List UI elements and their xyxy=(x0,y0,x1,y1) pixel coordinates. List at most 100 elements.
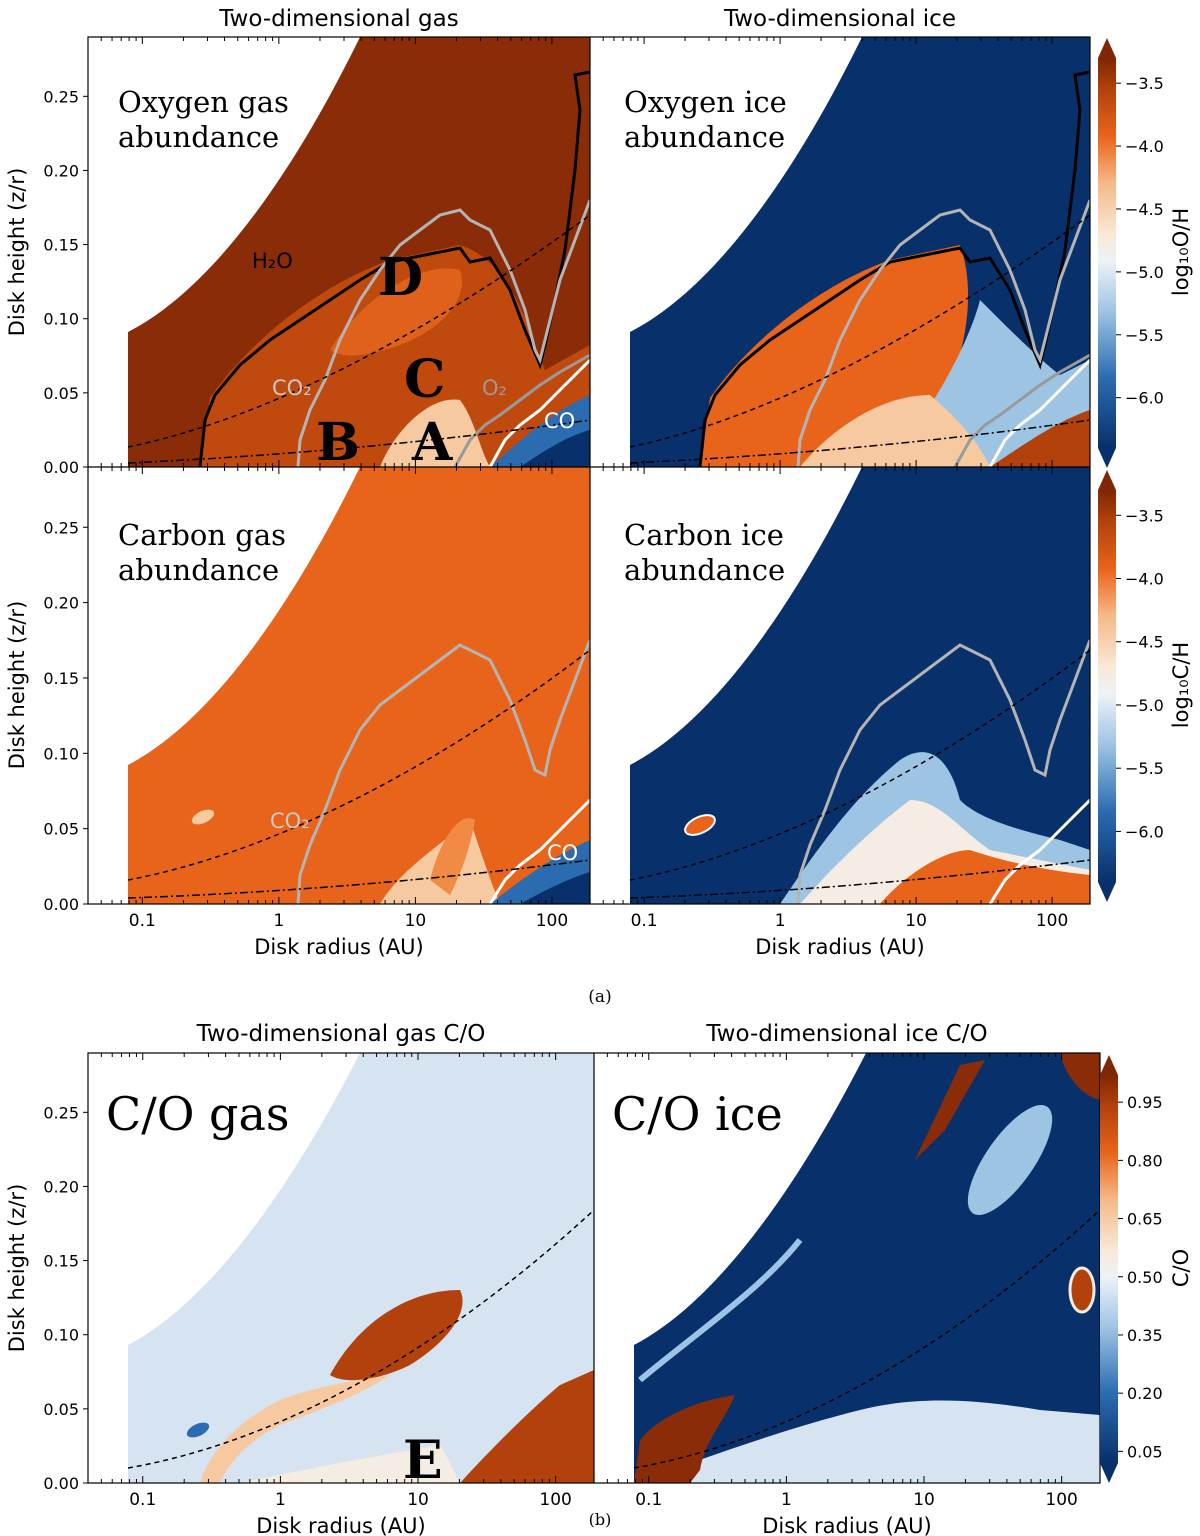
y-tick-label: 0.15 xyxy=(43,236,79,255)
colorbar-tick-label: 0.35 xyxy=(1127,1326,1163,1345)
carbon-ice-small-blob xyxy=(684,814,716,836)
dashdot-midplane-line-carbon-ice xyxy=(629,859,1090,899)
panel-label-oxygen-ice-line2: abundance xyxy=(624,120,785,154)
contour-label-co2-carbon: CO₂ xyxy=(270,809,310,833)
y-tick-label: 0.05 xyxy=(43,1400,79,1419)
contour-label-o2: O₂ xyxy=(482,376,507,400)
panel-label-carbon-gas-line1: Carbon gas xyxy=(118,518,286,552)
colorbar-tick-label: −5.5 xyxy=(1125,326,1164,345)
contour-label-co2: CO₂ xyxy=(272,376,312,400)
y-tick-label: 0.00 xyxy=(43,1474,79,1493)
region-label-d: D xyxy=(378,247,423,308)
x-tick-label: 10 xyxy=(405,911,427,931)
oxygen-ice-panel xyxy=(629,37,1090,467)
oxygen-gas-region-a xyxy=(380,399,490,467)
colorbar-tick-label: 0.50 xyxy=(1127,1268,1163,1287)
carbon-ice-panel xyxy=(629,467,1090,904)
colorbar-label-oxygen: log₁₀O/H xyxy=(1169,208,1193,296)
y-tick-label: 0.15 xyxy=(43,1252,79,1271)
y-tick-label: 0.00 xyxy=(43,895,79,914)
title-ice: Two-dimensional ice xyxy=(723,6,956,32)
oxygen-ice-peach-region xyxy=(800,395,990,467)
region-label-b: B xyxy=(316,412,360,473)
caption-b: (b) xyxy=(588,1510,612,1529)
dashed-scale-height-carbon xyxy=(127,649,590,881)
x-tick-label: 100 xyxy=(1045,1490,1077,1510)
panel-label-oxygen-gas-line1: Oxygen gas xyxy=(118,85,289,119)
colorbar-oxygen xyxy=(1098,38,1116,468)
o2-snowline-ice xyxy=(953,353,1090,467)
panel-label-carbon-gas-line2: abundance xyxy=(118,553,279,587)
x-tick-label: 100 xyxy=(539,1490,571,1510)
carbon-gas-orange-blob xyxy=(430,818,475,895)
colorbar-carbon xyxy=(1098,470,1116,902)
xlabel-carbon-ice: Disk radius (AU) xyxy=(755,935,925,959)
oxygen-gas-co-core xyxy=(520,430,590,467)
region-label-e: E xyxy=(403,1430,443,1491)
panel-label-co-ice: C/O ice xyxy=(612,1087,783,1141)
panel-label-carbon-ice-line1: Carbon ice xyxy=(624,518,784,552)
y-tick-label: 0.00 xyxy=(43,458,79,477)
x-tick-label: 100 xyxy=(536,911,568,931)
contour-label-co-carbon: CO xyxy=(547,841,578,865)
co-gas-orange-blob xyxy=(330,1290,463,1381)
y-tick-label: 0.10 xyxy=(43,1326,79,1345)
co-ice-right-blob xyxy=(1068,1266,1096,1314)
h2o-snowline xyxy=(198,70,590,467)
co-gas-small-blob xyxy=(186,1422,210,1438)
carbon-ice-field xyxy=(630,467,1090,904)
dashdot-midplane-line-carbon xyxy=(127,859,590,899)
panel-label-carbon-ice-line2: abundance xyxy=(624,553,785,587)
co-gas-pale-region xyxy=(240,1445,460,1483)
co-ice-panel xyxy=(633,1053,1100,1483)
carbon-ice-orange-band xyxy=(880,850,1090,904)
co2-snowline-carbon xyxy=(296,639,590,904)
y-tick-label: 0.20 xyxy=(43,1177,79,1196)
y-tick-label: 0.05 xyxy=(43,384,79,403)
carbon-gas-small-blob xyxy=(191,809,215,825)
dashdot-midplane-line-ice xyxy=(629,419,1090,464)
colorbar-tick-label: −3.5 xyxy=(1125,74,1164,93)
panel-label-oxygen-gas-line2: abundance xyxy=(118,120,279,154)
tick-layer: 0.00 0.05 0.10 0.15 0.20 0.25 0.1 1 10 100 0.00 0.0… xyxy=(43,37,1164,1510)
colorbar-tick-label: −4.5 xyxy=(1125,200,1164,219)
panel-label-co-gas: C/O gas xyxy=(106,1087,290,1141)
y-tick-label: 0.10 xyxy=(43,310,79,329)
co-snowline-carbon xyxy=(488,798,590,904)
co2-snowline-ice xyxy=(796,199,1090,467)
x-tick-label: 0.1 xyxy=(129,1490,156,1510)
carbon-gas-co-core xyxy=(520,872,590,904)
xlabel-co-gas: Disk radius (AU) xyxy=(256,1514,426,1536)
contour-label-co: CO xyxy=(544,409,575,433)
colorbar-tick-label: −5.5 xyxy=(1125,759,1164,778)
y-tick-label: 0.05 xyxy=(43,820,79,839)
y-tick-label: 0.15 xyxy=(43,669,79,688)
dashed-scale-height-co-ice xyxy=(633,1209,1100,1469)
co-ice-brown-patch xyxy=(634,1395,735,1483)
x-tick-label: 10 xyxy=(905,911,927,931)
x-tick-label: 0.1 xyxy=(635,1490,662,1510)
colorbar-tick-label: −6.0 xyxy=(1125,389,1164,408)
co-snowline xyxy=(488,358,590,467)
dashed-scale-height-ice xyxy=(629,214,1090,448)
colorbar-tick-label: 0.05 xyxy=(1127,1442,1163,1461)
dashed-scale-height-co-gas xyxy=(127,1209,594,1469)
co-gas-edge-band xyxy=(460,1370,594,1483)
x-tick-label: 1 xyxy=(781,1490,792,1510)
o2-snowline xyxy=(453,353,590,467)
title-gas-co: Two-dimensional gas C/O xyxy=(196,1021,486,1047)
carbon-gas-field xyxy=(128,467,590,904)
y-tick-label: 0.25 xyxy=(43,1103,79,1122)
co-ice-topright-brown xyxy=(1060,1053,1100,1100)
ylabel-bottom: Disk height (z/r) xyxy=(5,1184,29,1353)
dashed-scale-height xyxy=(127,214,590,448)
co-snowline-carbon-ice xyxy=(988,798,1090,904)
colorbar-tick-label: −3.5 xyxy=(1125,506,1164,525)
x-tick-label: 100 xyxy=(1036,911,1068,931)
title-gas: Two-dimensional gas xyxy=(218,6,458,32)
co-snowline-ice xyxy=(988,358,1090,467)
y-tick-label: 0.25 xyxy=(43,87,79,106)
colorbar-tick-label: −4.0 xyxy=(1125,137,1164,156)
co2-snowline xyxy=(296,199,590,467)
